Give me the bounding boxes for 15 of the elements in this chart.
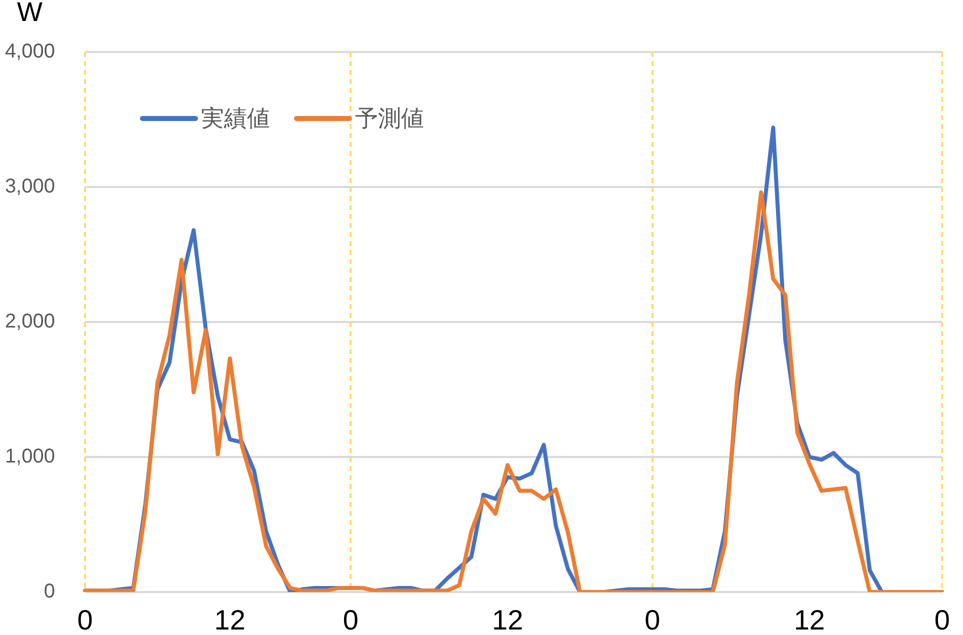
- y-axis-title: W: [17, 0, 42, 27]
- legend-label: 予測値: [355, 105, 424, 134]
- y-tick-label: 3,000: [4, 176, 55, 198]
- y-tick-label: 2,000: [4, 310, 55, 333]
- y-tick-label: 0: [44, 580, 55, 603]
- y-tick-label: 4,000: [4, 40, 55, 63]
- x-tick-label: 12: [794, 604, 825, 635]
- legend-label: 実績値: [201, 105, 270, 134]
- x-tick-label: 12: [492, 604, 524, 635]
- x-tick-label: 0: [342, 604, 358, 635]
- x-tick-label: 12: [214, 604, 246, 635]
- y-tick-label: 1,000: [4, 446, 55, 468]
- x-tick-label: 0: [644, 604, 660, 635]
- x-tick-label: 0: [934, 604, 950, 635]
- x-tick-label: 0: [77, 604, 93, 635]
